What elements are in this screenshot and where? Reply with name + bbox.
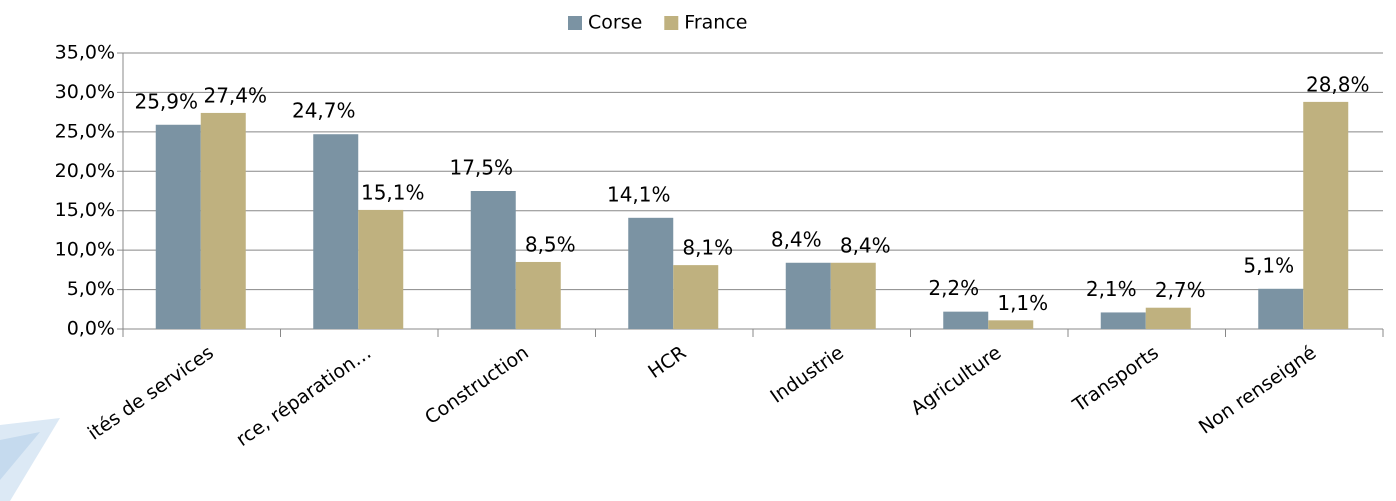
bar bbox=[200, 112, 246, 329]
bar bbox=[313, 134, 359, 329]
x-tick-label: HCR bbox=[644, 342, 690, 383]
x-tick-label: Construction bbox=[421, 342, 533, 429]
x-tick-label: Non renseigné bbox=[1195, 342, 1320, 439]
bar bbox=[943, 311, 989, 329]
value-label: 2,7% bbox=[1155, 278, 1206, 302]
value-label: 14,1% bbox=[607, 182, 671, 206]
legend-label: France bbox=[684, 12, 747, 34]
y-tick-label: 0,0% bbox=[67, 318, 115, 340]
bar bbox=[155, 124, 201, 329]
bar bbox=[673, 265, 719, 329]
y-tick-label: 20,0% bbox=[55, 160, 115, 182]
bar bbox=[358, 209, 404, 329]
value-label: 2,2% bbox=[928, 276, 979, 300]
bar bbox=[1100, 312, 1146, 329]
bar bbox=[785, 262, 831, 329]
bar bbox=[515, 261, 561, 329]
decoration bbox=[0, 432, 40, 480]
value-label: 8,4% bbox=[771, 227, 822, 251]
y-tick-label: 5,0% bbox=[67, 278, 115, 300]
x-tick-label: Industrie bbox=[766, 342, 847, 408]
value-label: 17,5% bbox=[449, 156, 513, 180]
value-label: 27,4% bbox=[203, 83, 267, 107]
value-label: 8,5% bbox=[525, 232, 576, 256]
bar bbox=[628, 217, 674, 329]
value-label: 5,1% bbox=[1243, 253, 1294, 277]
value-label: 15,1% bbox=[361, 180, 425, 204]
value-label: 25,9% bbox=[134, 89, 198, 113]
legend-swatch bbox=[664, 16, 679, 30]
legend-swatch bbox=[568, 16, 582, 30]
x-tick-label: rce, réparation… bbox=[232, 342, 375, 451]
y-tick-label: 15,0% bbox=[55, 199, 115, 221]
value-label: 28,8% bbox=[1306, 72, 1370, 96]
x-tick-label: ités de services bbox=[84, 342, 218, 445]
y-tick-label: 35,0% bbox=[55, 42, 115, 64]
y-tick-label: 25,0% bbox=[55, 120, 115, 142]
bar bbox=[830, 262, 876, 329]
y-tick-label: 10,0% bbox=[55, 239, 115, 261]
value-label: 24,7% bbox=[292, 99, 356, 123]
bar bbox=[988, 320, 1034, 329]
y-tick-label: 30,0% bbox=[55, 81, 115, 103]
value-label: 8,1% bbox=[682, 236, 733, 260]
value-label: 8,4% bbox=[840, 233, 891, 257]
bar bbox=[1145, 307, 1191, 329]
value-label: 1,1% bbox=[997, 291, 1048, 315]
x-tick-label: Transports bbox=[1068, 342, 1163, 417]
legend-label: Corse bbox=[588, 12, 642, 34]
bar bbox=[1303, 101, 1349, 330]
bar bbox=[1258, 288, 1304, 329]
value-label: 2,1% bbox=[1086, 277, 1137, 301]
x-tick-label: Agriculture bbox=[907, 342, 1005, 420]
bar bbox=[470, 191, 516, 329]
